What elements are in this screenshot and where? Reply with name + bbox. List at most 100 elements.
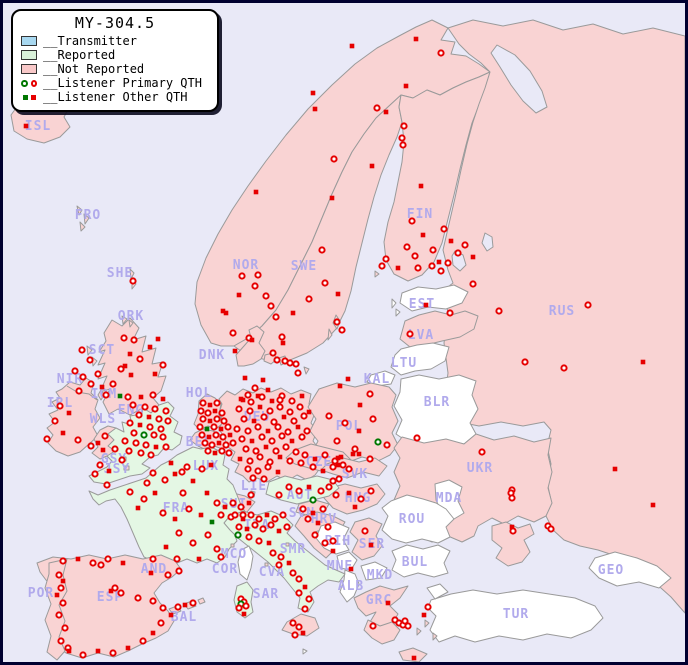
listener-other-qth-marker: [306, 484, 312, 490]
listener-primary-qth-marker: [159, 509, 167, 517]
legend-label-other-qth: __Listener Other QTH: [43, 90, 188, 104]
listener-other-qth-marker: [95, 440, 101, 446]
country-label-hol: HOL: [186, 386, 212, 401]
listener-primary-qth-marker: [271, 515, 279, 523]
listener-primary-qth-marker: [174, 603, 182, 611]
listener-other-qth-marker: [190, 478, 196, 484]
listener-primary-qth-marker: [59, 599, 67, 607]
listener-other-qth-marker: [253, 189, 259, 195]
listener-other-qth-marker: [306, 409, 312, 415]
country-label-mne: MNE: [327, 559, 353, 574]
listener-primary-qth-marker: [245, 533, 253, 541]
listener-primary-qth-marker: [283, 523, 291, 531]
listener-primary-qth-marker: [149, 391, 157, 399]
listener-primary-qth-marker: [238, 272, 246, 280]
listener-primary-qth-marker: [321, 451, 329, 459]
listener-primary-qth-marker: [305, 595, 313, 603]
listener-primary-qth-marker: [61, 624, 69, 632]
listener-primary-qth-marker: [383, 441, 391, 449]
listener-primary-qth-marker: [286, 408, 294, 416]
listener-primary-qth-marker: [120, 334, 128, 342]
listener-primary-qth-marker: [218, 409, 226, 417]
listener-primary-qth-marker: [71, 367, 79, 375]
listener-other-qth-marker: [295, 424, 301, 430]
listener-primary-qth-marker: [266, 407, 274, 415]
island-shape: [83, 213, 90, 225]
listener-primary-qth-marker: [135, 411, 143, 419]
listener-other-qth-marker: [413, 36, 419, 42]
listener-primary-qth-marker: [97, 561, 105, 569]
listener-other-qth-marker: [75, 556, 81, 562]
countries-layer: [10, 19, 685, 662]
island-shape: [491, 521, 535, 567]
listener-primary-qth-marker: [300, 412, 308, 420]
listener-primary-qth-marker: [121, 437, 129, 445]
listener-primary-qth-marker: [229, 439, 237, 447]
country-label-est: EST: [409, 297, 435, 312]
listener-primary-qth-marker: [130, 429, 138, 437]
listener-other-qth-marker: [251, 418, 257, 424]
listener-primary-qth-marker: [444, 259, 452, 267]
listener-other-qth-marker: [345, 376, 351, 382]
listener-primary-qth-marker: [403, 243, 411, 251]
listener-other-qth-marker: [204, 490, 210, 496]
country-label-rou: ROU: [399, 512, 425, 527]
listener-primary-qth-marker: [231, 511, 239, 519]
country-alb: [339, 569, 360, 603]
listener-primary-qth-marker: [341, 419, 349, 427]
listener-primary-qth-marker: [246, 407, 254, 415]
listener-other-qth-marker: [395, 265, 401, 271]
country-label-grc: GRC: [366, 593, 392, 608]
listener-other-qth-marker: [127, 351, 133, 357]
country-label-gsy: GSY: [101, 452, 127, 467]
listener-primary-qth-marker: [87, 442, 95, 450]
listener-primary-qth-marker: [338, 326, 346, 334]
listener-primary-qth-marker: [289, 619, 297, 627]
listener-other-qth-marker: [349, 43, 355, 49]
listener-other-qth-marker: [302, 584, 308, 590]
listener-primary-qth-marker: [305, 295, 313, 303]
listener-other-qth-marker: [138, 394, 144, 400]
listener-other-qth-marker: [264, 512, 270, 518]
listener-other-qth-marker: [335, 291, 341, 297]
listener-primary-qth-marker: [224, 423, 232, 431]
listener-primary-qth-marker: [96, 461, 104, 469]
island-shape: [76, 205, 83, 216]
listener-primary-qth-marker: [288, 397, 296, 405]
listener-primary-qth-marker: [55, 571, 63, 579]
listener-primary-qth-marker: [251, 384, 259, 392]
country-label-bul: BUL: [402, 555, 428, 570]
listener-other-qth-marker: [650, 502, 656, 508]
country-cva: [264, 562, 269, 567]
listener-other-qth-marker: [163, 544, 169, 550]
listener-primary-qth-marker: [269, 549, 277, 557]
listener-primary-qth-marker: [324, 523, 332, 531]
listener-primary-qth-marker: [273, 356, 281, 364]
listener-primary-qth-marker: [244, 391, 252, 399]
listener-primary-qth-marker: [240, 415, 248, 423]
listener-other-qth-marker: [335, 462, 341, 468]
listener-other-qth-marker: [150, 630, 156, 636]
listener-markers-layer: [11, 36, 656, 661]
listener-other-qth-marker: [385, 600, 391, 606]
listener-primary-qth-marker: [217, 511, 225, 519]
legend-row-transmitter: __Transmitter: [21, 34, 209, 48]
listener-primary-qth-marker: [584, 301, 592, 309]
listener-primary-qth-marker: [199, 399, 207, 407]
listener-other-qth-marker: [152, 371, 158, 377]
listener-other-qth-marker: [300, 630, 306, 636]
listener-other-qth-marker: [108, 588, 114, 594]
listener-primary-qth-marker: [406, 330, 414, 338]
listener-primary-qth-marker: [256, 453, 264, 461]
listener-primary-qth-marker: [311, 531, 319, 539]
listener-primary-qth-marker: [454, 249, 462, 257]
listener-other-qth-marker: [421, 612, 427, 618]
country-smr: [285, 542, 290, 547]
listener-primary-qth-marker: [137, 449, 145, 457]
listener-other-qth-marker: [122, 363, 128, 369]
listener-primary-qth-marker: [440, 225, 448, 233]
listener-primary-qth-marker: [301, 605, 309, 613]
listener-primary-qth-marker: [132, 439, 140, 447]
listener-primary-qth-marker: [286, 457, 294, 465]
island-shape: [121, 315, 128, 325]
